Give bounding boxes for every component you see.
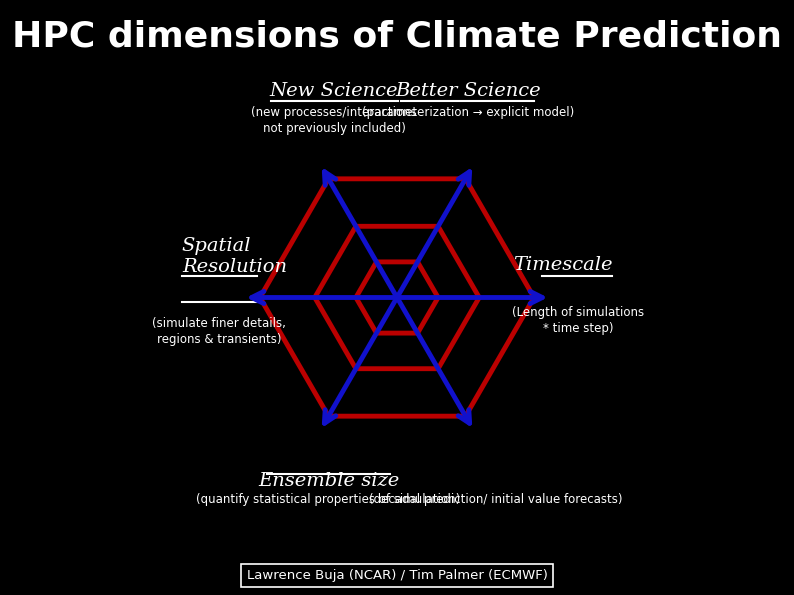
Text: (decadal prediction/ initial value forecasts): (decadal prediction/ initial value forec… [369, 493, 622, 506]
Text: Better Science: Better Science [395, 82, 541, 100]
Text: Lawrence Buja (NCAR) / Tim Palmer (ECMWF): Lawrence Buja (NCAR) / Tim Palmer (ECMWF… [247, 569, 547, 582]
Text: Spatial
Resolution: Spatial Resolution [182, 237, 287, 276]
Text: (quantify statistical properties of simulation): (quantify statistical properties of simu… [196, 493, 461, 506]
Text: (simulate finer details,
regions & transients): (simulate finer details, regions & trans… [152, 317, 286, 346]
Text: (parameterization → explicit model): (parameterization → explicit model) [362, 106, 574, 118]
Text: (Length of simulations
* time step): (Length of simulations * time step) [512, 306, 644, 335]
Text: New Science: New Science [270, 82, 399, 100]
Text: (new processes/interactions
not previously included): (new processes/interactions not previous… [251, 106, 417, 134]
Text: Ensemble size: Ensemble size [258, 471, 399, 490]
Text: HPC dimensions of Climate Prediction: HPC dimensions of Climate Prediction [12, 20, 782, 54]
Text: Timescale: Timescale [513, 256, 612, 274]
